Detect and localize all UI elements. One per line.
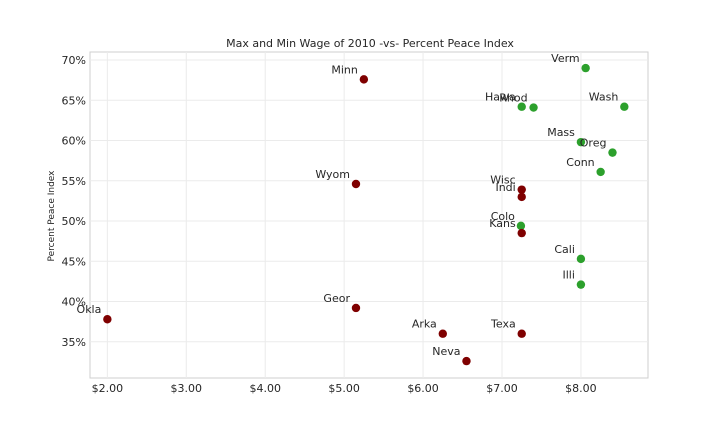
point-label: Hawa bbox=[485, 91, 516, 104]
data-point-min bbox=[517, 228, 526, 238]
point-label: Indi bbox=[495, 181, 515, 194]
y-tick-label: 55% bbox=[62, 175, 86, 188]
data-point-max bbox=[576, 280, 586, 289]
point-label: Arka bbox=[412, 318, 437, 331]
chart-title: Max and Min Wage of 2010 -vs- Percent Pe… bbox=[226, 37, 514, 50]
plot-frame bbox=[89, 51, 649, 379]
point-label: Neva bbox=[432, 345, 460, 358]
data-point-min bbox=[103, 315, 112, 324]
y-tick-label: 50% bbox=[62, 215, 86, 228]
data-point-max bbox=[576, 137, 586, 147]
point-label: Verm bbox=[551, 52, 579, 65]
point-label: Kans bbox=[489, 217, 516, 230]
data-point-max bbox=[517, 102, 526, 111]
data-point-max bbox=[529, 103, 538, 112]
x-tick-label: $8.00 bbox=[565, 382, 597, 395]
point-label: Rhod bbox=[499, 92, 527, 105]
x-tick-label: $5.00 bbox=[328, 382, 360, 395]
y-tick-label: 70% bbox=[62, 54, 86, 67]
point-label: Wisc bbox=[490, 174, 515, 187]
data-point-min bbox=[351, 303, 361, 313]
point-label: Wash bbox=[589, 91, 619, 104]
point-label: Colo bbox=[491, 210, 515, 223]
y-tick-label: 35% bbox=[62, 336, 86, 349]
data-point-max bbox=[576, 254, 586, 264]
point-label: Texa bbox=[490, 318, 516, 331]
point-label: Mass bbox=[547, 126, 575, 139]
data-point-max bbox=[620, 102, 629, 111]
x-tick-label: $7.00 bbox=[486, 382, 518, 395]
point-label: Illi bbox=[562, 269, 574, 282]
x-tick-label: $3.00 bbox=[171, 382, 203, 395]
point-label: Conn bbox=[566, 156, 594, 169]
data-point-min bbox=[462, 356, 471, 366]
data-point-min bbox=[517, 192, 526, 202]
data-point-max bbox=[581, 63, 590, 73]
data-point-min bbox=[517, 185, 526, 194]
data-point-min bbox=[359, 75, 369, 84]
y-tick-label: 45% bbox=[62, 255, 86, 268]
point-label: Okla bbox=[77, 303, 102, 316]
x-tick-label: $6.00 bbox=[407, 382, 439, 395]
data-point-min bbox=[517, 329, 526, 338]
point-label: Wyom bbox=[315, 168, 350, 181]
point-label: Cali bbox=[554, 243, 575, 256]
y-tick-label: 40% bbox=[62, 296, 86, 309]
data-point-max bbox=[596, 167, 605, 177]
x-tick-label: $2.00 bbox=[92, 382, 124, 395]
point-label: Minn bbox=[331, 63, 358, 76]
y-tick-label: 60% bbox=[62, 135, 86, 148]
y-axis-label: Percent Peace Index bbox=[47, 170, 57, 262]
data-point-min bbox=[438, 329, 447, 338]
plot-area: $2.00 $3.00 $4.00 $5.00 $6.00 $7.00 $8.00 35% 40… bbox=[62, 51, 649, 395]
data-point-min bbox=[351, 179, 361, 189]
data-point-max bbox=[516, 221, 526, 231]
x-tick-label: $4.00 bbox=[249, 382, 281, 395]
data-point-max bbox=[608, 148, 617, 157]
y-tick-label: 65% bbox=[62, 94, 86, 107]
point-label: Geor bbox=[323, 292, 350, 305]
point-label: Oreg bbox=[580, 137, 607, 150]
